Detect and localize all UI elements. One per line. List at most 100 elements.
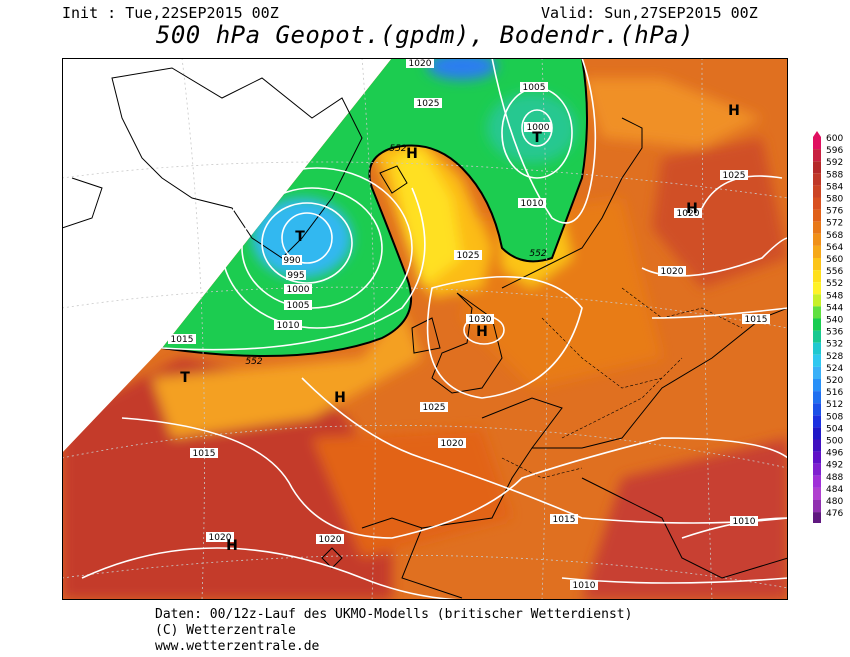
low-marker: T <box>532 130 542 146</box>
isobar-label: 1020 <box>674 208 702 219</box>
svg-text:552: 552 <box>389 144 406 154</box>
scale-label: 540 <box>826 316 843 326</box>
high-marker: H <box>334 390 346 406</box>
high-marker: H <box>476 324 488 340</box>
scale-swatch <box>813 439 821 452</box>
scale-swatch <box>813 391 821 404</box>
scale-swatch <box>813 366 821 379</box>
scale-swatch <box>813 185 821 198</box>
scale-label: 560 <box>826 255 843 265</box>
scale-swatch <box>813 245 821 258</box>
svg-text:1020: 1020 <box>661 267 684 277</box>
svg-text:1010: 1010 <box>733 517 756 527</box>
isobar-label: 1010 <box>570 580 598 591</box>
scale-label: 552 <box>826 279 843 289</box>
high-marker: H <box>226 538 238 554</box>
isobar-label: 552 <box>245 357 262 367</box>
svg-text:1010: 1010 <box>521 199 544 209</box>
scale-swatch <box>813 233 821 246</box>
isobar-label: 1000 <box>284 284 312 295</box>
scale-swatch <box>813 161 821 174</box>
svg-text:1020: 1020 <box>409 59 432 69</box>
svg-text:1020: 1020 <box>209 533 232 543</box>
scale-label: 484 <box>826 485 843 495</box>
scale-swatch <box>813 463 821 476</box>
scale-swatch <box>813 149 821 162</box>
scale-swatch <box>813 137 821 150</box>
scale-label: 596 <box>826 146 843 156</box>
svg-text:1025: 1025 <box>723 171 746 181</box>
scale-swatch <box>813 330 821 343</box>
scale-label: 544 <box>826 303 843 313</box>
isobar-label: 1020 <box>316 534 344 545</box>
scale-label: 556 <box>826 267 843 277</box>
scale-swatch <box>813 415 821 428</box>
scale-label: 592 <box>826 158 843 168</box>
isobar-label: 1010 <box>274 320 302 331</box>
scale-label: 476 <box>826 509 843 519</box>
scale-swatch <box>813 294 821 307</box>
low-marker: T <box>180 370 190 386</box>
svg-text:1020: 1020 <box>319 535 342 545</box>
isobar-label: 1015 <box>742 314 770 325</box>
svg-text:1020: 1020 <box>677 209 700 219</box>
scale-swatch <box>813 354 821 367</box>
graticule <box>62 58 788 600</box>
scale-swatch <box>813 173 821 186</box>
isobar-label: 995 <box>286 270 306 281</box>
scale-label: 600 <box>826 134 843 144</box>
scale-label: 508 <box>826 412 843 422</box>
svg-text:1015: 1015 <box>745 315 768 325</box>
scale-label: 516 <box>826 388 843 398</box>
scale-label: 584 <box>826 182 843 192</box>
svg-text:1015: 1015 <box>553 515 576 525</box>
isobar-label: 1020 <box>206 532 234 543</box>
footer-copyright: (C) Wetterzentrale <box>155 623 296 638</box>
scale-swatch <box>813 197 821 210</box>
scale-swatch <box>813 270 821 283</box>
isobar-label: 1020 <box>406 58 434 69</box>
svg-text:1015: 1015 <box>171 335 194 345</box>
svg-text:1025: 1025 <box>423 403 446 413</box>
isobar-labels: 1020 1025 1005 1000 552 990 995 1000 100… <box>168 58 770 591</box>
scale-label: 536 <box>826 328 843 338</box>
svg-text:1030: 1030 <box>469 315 492 325</box>
svg-text:1005: 1005 <box>523 83 546 93</box>
valid-time: Valid: Sun,27SEP2015 00Z <box>541 4 758 22</box>
scale-swatch <box>813 282 821 295</box>
svg-text:995: 995 <box>287 271 304 281</box>
high-marker: H <box>686 201 698 217</box>
svg-text:1000: 1000 <box>527 123 550 133</box>
isobar-label: 1005 <box>520 82 548 93</box>
scale-label: 480 <box>826 497 843 507</box>
footer-website: www.wetterzentrale.de <box>155 639 320 654</box>
scale-label: 504 <box>826 424 843 434</box>
svg-text:552: 552 <box>529 249 546 259</box>
scale-swatch <box>813 306 821 319</box>
scale-swatch <box>813 221 821 234</box>
weather-map: 1020 1025 1005 1000 552 990 995 1000 100… <box>62 58 788 600</box>
scale-label: 500 <box>826 437 843 447</box>
scale-label: 524 <box>826 364 843 374</box>
isobar-label: 1025 <box>420 402 448 413</box>
scale-label: 492 <box>826 461 843 471</box>
map-title: 500 hPa Geopot.(gpdm), Bodendr.(hPa) <box>155 21 695 49</box>
scale-swatch <box>813 379 821 392</box>
svg-text:1025: 1025 <box>457 251 480 261</box>
high-marker: H <box>406 146 418 162</box>
svg-text:1000: 1000 <box>287 285 310 295</box>
isobar-label: 1015 <box>168 334 196 345</box>
svg-text:1015: 1015 <box>193 449 216 459</box>
svg-text:990: 990 <box>283 256 300 266</box>
scale-swatch <box>813 258 821 271</box>
country-borders <box>501 287 743 479</box>
isobar-label: 1010 <box>730 516 758 527</box>
isobar-label: 1020 <box>658 266 686 277</box>
scale-swatch <box>813 500 821 513</box>
isobar-label: 990 <box>282 255 302 266</box>
scale-label: 512 <box>826 400 843 410</box>
high-marker: H <box>728 103 740 119</box>
isobar-label: 1030 <box>466 314 494 325</box>
scale-label: 528 <box>826 352 843 362</box>
scale-swatch <box>813 451 821 464</box>
